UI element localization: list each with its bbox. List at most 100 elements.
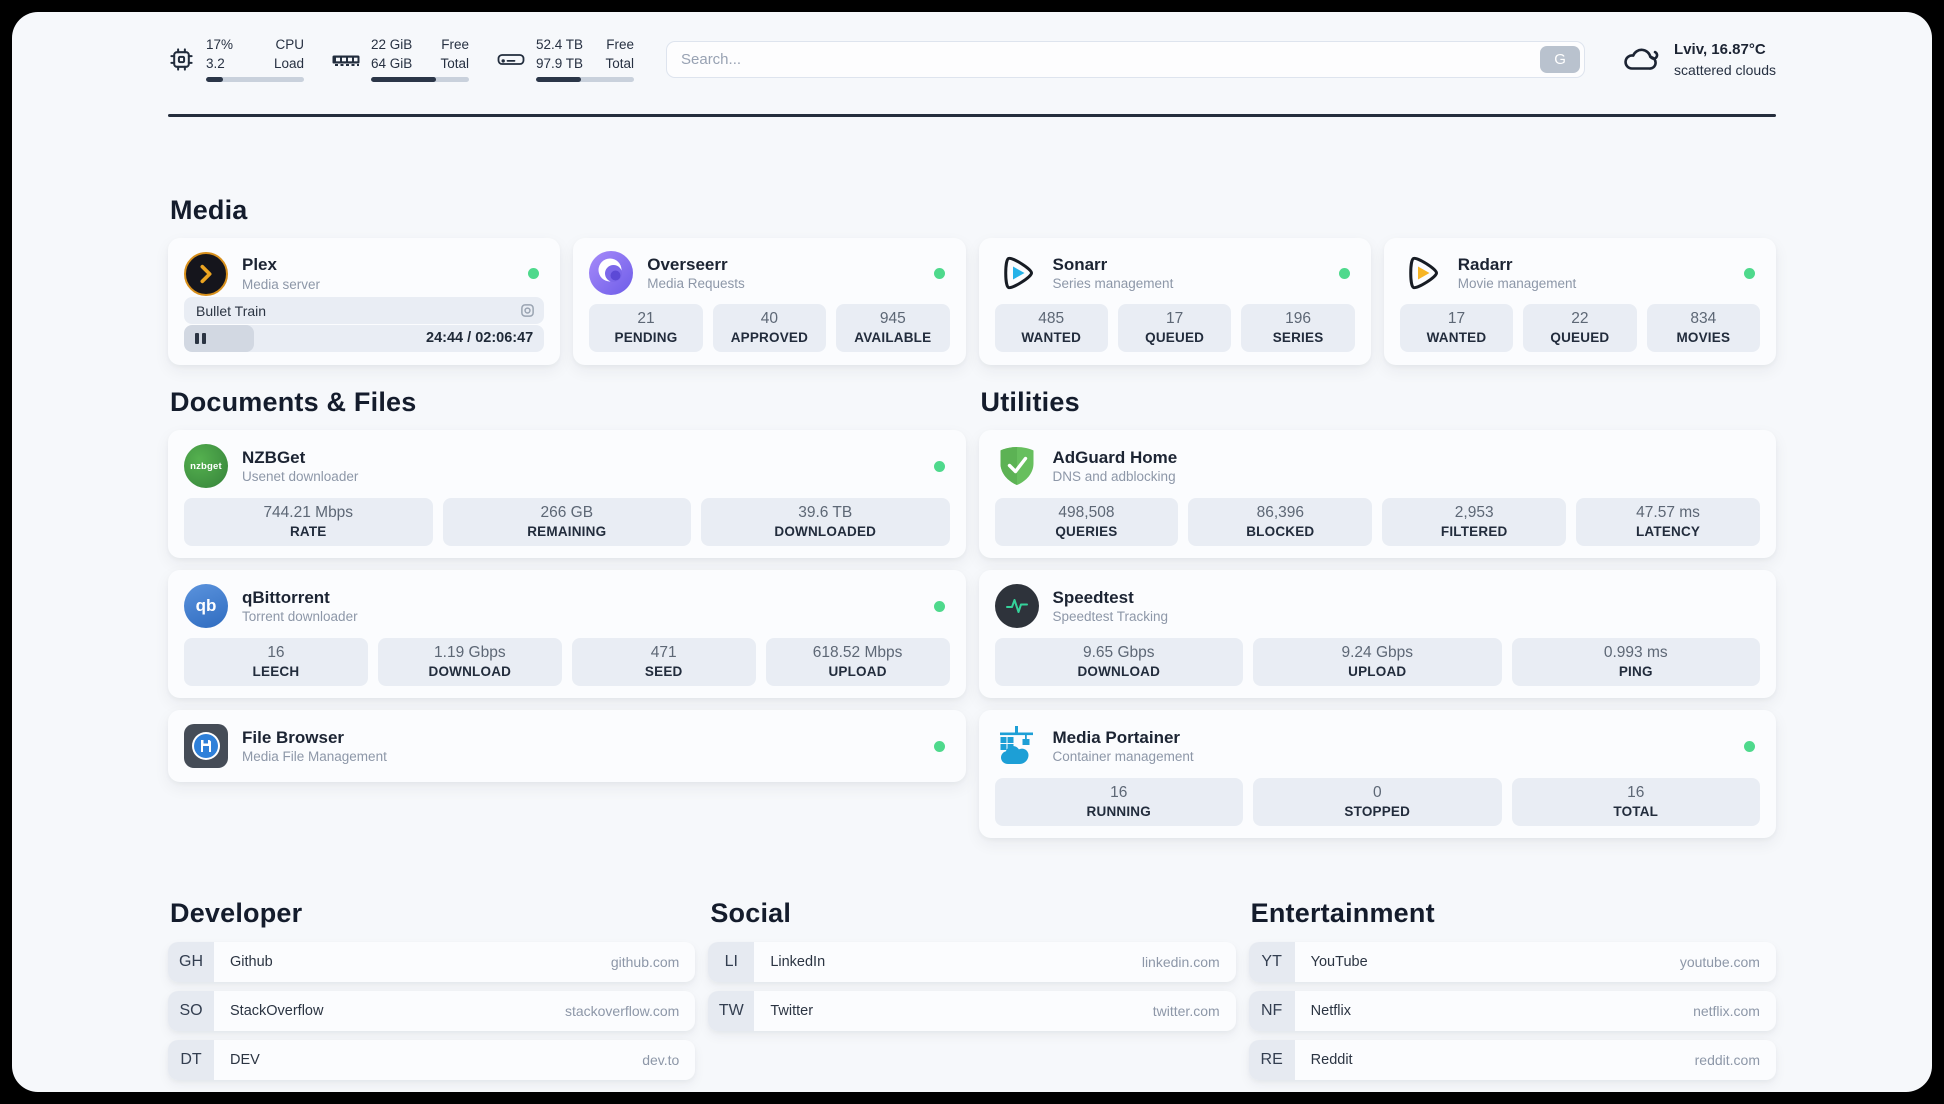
bookmark-name: YouTube (1310, 953, 1368, 970)
pause-icon[interactable] (195, 332, 206, 344)
header-divider (168, 114, 1776, 117)
stat-label: RUNNING (1086, 803, 1151, 819)
section-title-entertainment: Entertainment (1250, 898, 1435, 929)
bookmark-url: stackoverflow.com (564, 1002, 680, 1019)
app-card-sonarr[interactable]: Sonarr Series management 485 WANTED 17 Q… (978, 237, 1371, 365)
stat-value: 744.21 Mbps (263, 504, 354, 522)
bookmark-youtube[interactable]: YT YouTube youtube.com (1248, 941, 1776, 982)
bookmark-url: twitter.com (1152, 1002, 1220, 1019)
now-playing-row: Bullet Train (184, 297, 545, 325)
memory-label-1: Free (441, 36, 469, 52)
cloud-icon (1621, 42, 1661, 76)
stat-filtered: 2,953 FILTERED (1382, 498, 1567, 546)
stat-value: 39.6 TB (798, 504, 853, 522)
app-card-adguard[interactable]: AdGuard Home DNS and adblocking 498,508 … (978, 430, 1776, 559)
section-title-utilities: Utilities (980, 386, 1080, 417)
bookmark-twitter[interactable]: TW Twitter twitter.com (708, 990, 1236, 1031)
cpu-percent: 17% (206, 36, 234, 52)
stat-seed: 471 SEED (571, 638, 756, 686)
stat-queued: 17 QUEUED (1117, 304, 1232, 352)
playback-progress-row: 24:44 / 02:06:47 (184, 324, 545, 352)
bookmark-abbr: DT (168, 1039, 214, 1080)
app-description: Torrent downloader (242, 608, 358, 624)
stat-value: 21 (637, 310, 655, 328)
app-card-nzbget[interactable]: nzbget NZBGet Usenet downloader 744.21 M… (168, 430, 966, 559)
disk-progress-fill (536, 77, 582, 83)
stat-stopped: 0 STOPPED (1253, 778, 1502, 826)
top-bar: 17% 3.2 CPU Load (168, 30, 1776, 88)
bookmark-name: Twitter (770, 1002, 814, 1019)
cpu-progress-fill (206, 77, 223, 83)
status-indicator (933, 460, 945, 472)
stat-upload: 9.24 Gbps UPLOAD (1253, 638, 1502, 686)
stat-value: 16 (267, 644, 285, 662)
status-indicator (933, 740, 945, 752)
app-card-qbittorrent[interactable]: qb qBittorrent Torrent downloader 16 LEE… (168, 570, 966, 699)
cpu-label-1: CPU (275, 36, 304, 52)
sonarr-icon (995, 251, 1039, 295)
cpu-label-2: Load (273, 55, 304, 71)
stat-label: DOWNLOAD (428, 663, 512, 679)
filebrowser-icon (184, 724, 228, 769)
stat-label: UPLOAD (1348, 663, 1407, 679)
stat-label: DOWNLOADED (774, 523, 877, 539)
status-indicator (528, 268, 540, 280)
disk-widget: 52.4 TB 97.9 TB Free Total (497, 36, 634, 83)
disk-progress-track (536, 77, 634, 83)
section-social: Social LI LinkedIn linkedin.com TW Twitt… (708, 897, 1236, 1031)
app-card-filebrowser[interactable]: File Browser Media File Management (168, 710, 966, 783)
section-documents: Documents & Files nzbget NZBGet Usenet d… (168, 386, 966, 838)
section-media: Media Plex Media server (168, 194, 1776, 365)
playback-time: 24:44 / 02:06:47 (426, 330, 534, 347)
search-input[interactable] (666, 40, 1586, 78)
stat-value: 17 (1166, 310, 1184, 328)
weather-condition: scattered clouds (1674, 61, 1776, 78)
app-card-speedtest[interactable]: Speedtest Speedtest Tracking 9.65 Gbps D… (978, 570, 1776, 699)
stat-series: 196 SERIES (1241, 304, 1355, 352)
bookmark-stackoverflow[interactable]: SO StackOverflow stackoverflow.com (168, 990, 696, 1031)
app-card-radarr[interactable]: Radarr Movie management 17 WANTED 22 QUE… (1383, 237, 1776, 365)
search-engine-button[interactable]: G (1540, 45, 1581, 73)
weather-widget: Lviv, 16.87°C scattered clouds (1621, 39, 1776, 79)
stat-value: 17 (1447, 310, 1466, 328)
bookmark-name: Reddit (1310, 1051, 1353, 1068)
app-description: DNS and adblocking (1052, 468, 1176, 484)
app-card-portainer[interactable]: Media Portainer Container management 16 … (978, 710, 1776, 839)
stat-label: APPROVED (730, 330, 809, 346)
stat-value: 618.52 Mbps (812, 644, 903, 662)
bookmark-url: youtube.com (1679, 953, 1760, 970)
stat-pending: 21 PENDING (589, 304, 703, 352)
stat-value: 9.65 Gbps (1082, 644, 1155, 662)
nzbget-icon: nzbget (184, 444, 228, 489)
disk-icon (497, 46, 525, 73)
stat-label: SEED (644, 663, 683, 679)
disk-label-2: Total (605, 55, 634, 71)
section-utilities: Utilities AdGuard Home (978, 386, 1776, 839)
app-name: File Browser (242, 727, 345, 747)
stat-value: 266 GB (540, 504, 594, 522)
stat-label: WANTED (1021, 330, 1082, 346)
section-title-media: Media (170, 194, 248, 225)
app-card-overseerr[interactable]: Overseerr Media Requests 21 PENDING 40 A… (573, 237, 966, 365)
media-type-icon (520, 303, 535, 318)
stat-value: 834 (1690, 310, 1717, 328)
bookmark-dev[interactable]: DT DEV dev.to (168, 1039, 696, 1080)
bookmark-netflix[interactable]: NF Netflix netflix.com (1248, 990, 1776, 1031)
bookmark-github[interactable]: GH Github github.com (168, 941, 696, 982)
stat-value: 945 (879, 310, 906, 328)
app-name: NZBGet (242, 447, 306, 467)
bookmark-linkedin[interactable]: LI LinkedIn linkedin.com (708, 941, 1236, 982)
now-playing-title: Bullet Train (196, 302, 267, 319)
app-description: Container management (1052, 748, 1194, 764)
disk-free: 52.4 TB (536, 36, 584, 52)
bookmark-reddit[interactable]: RE Reddit reddit.com (1248, 1039, 1776, 1080)
weather-text: Lviv, 16.87°C scattered clouds (1674, 39, 1776, 79)
bookmark-name: Github (230, 953, 273, 970)
qbittorrent-icon: qb (184, 584, 228, 629)
stat-leech: 16 LEECH (184, 638, 368, 686)
stat-label: LATENCY (1635, 523, 1701, 539)
app-card-plex[interactable]: Plex Media server Bullet Train (168, 237, 561, 365)
stat-label: QUEUED (1145, 330, 1205, 346)
stat-label: BLOCKED (1246, 523, 1315, 539)
stat-available: 945 AVAILABLE (836, 304, 950, 352)
